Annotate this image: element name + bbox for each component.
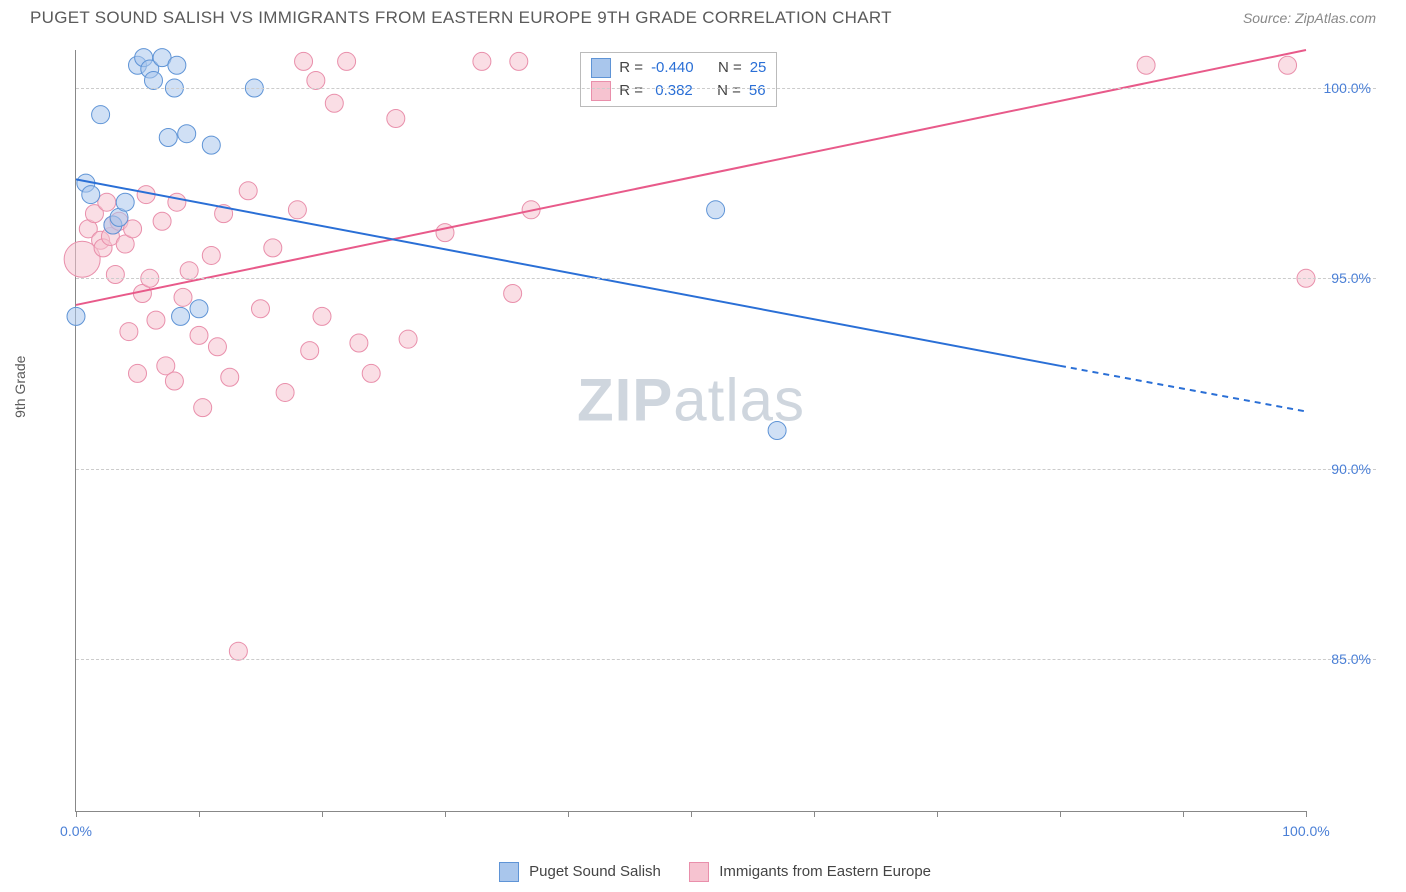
series-name-blue: Puget Sound Salish [529,863,661,880]
source-credit: Source: ZipAtlas.com [1243,10,1376,26]
legend-swatch-pink [689,862,709,882]
legend-swatch-pink [591,81,611,101]
chart-container: 9th Grade ZIPatlas R = -0.440 N = 25 R =… [30,40,1376,842]
blue-r-value: -0.440 [651,57,694,80]
x-tick-label: 0.0% [60,823,92,839]
y-tick-label: 85.0% [1331,651,1371,667]
n-prefix: N = [717,80,741,103]
correlation-legend: R = -0.440 N = 25 R = 0.382 N = 56 [580,52,777,107]
chart-title: PUGET SOUND SALISH VS IMMIGRANTS FROM EA… [30,8,892,28]
legend-swatch-blue [591,58,611,78]
n-prefix: N = [718,57,742,80]
series-legend: Puget Sound Salish Immigants from Easter… [0,862,1406,882]
r-prefix: R = [619,57,643,80]
x-tick-label: 100.0% [1282,823,1329,839]
y-tick-label: 90.0% [1331,461,1371,477]
y-axis-label: 9th Grade [12,356,28,418]
series-name-pink: Immigants from Eastern Europe [719,863,931,880]
legend-swatch-blue [499,862,519,882]
blue-n-value: 25 [750,57,767,80]
r-prefix: R = [619,80,643,103]
y-tick-label: 95.0% [1331,270,1371,286]
pink-r-value: 0.382 [651,80,693,103]
y-tick-label: 100.0% [1324,80,1371,96]
pink-n-value: 56 [749,80,766,103]
scatter-plot-svg [76,50,1306,811]
plot-area: ZIPatlas R = -0.440 N = 25 R = 0.382 N =… [75,50,1306,812]
